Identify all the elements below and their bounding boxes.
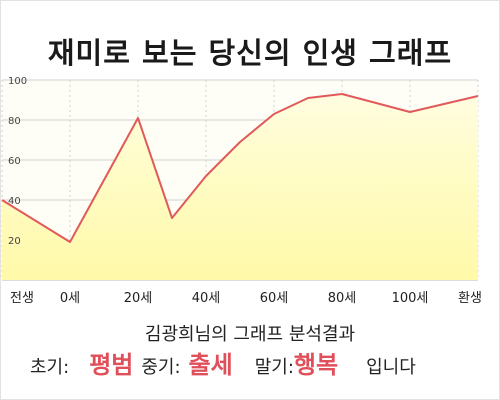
early-stage-label: 초기: bbox=[30, 357, 70, 378]
series-line bbox=[1, 93, 479, 243]
stage-summary: 초기: 평범 중기: 출세 말기: 행복 입니다 bbox=[30, 345, 480, 380]
x-tick-label: 20세 bbox=[124, 291, 153, 306]
ending-text: 입니다 bbox=[366, 357, 416, 378]
x-tick-label: 100세 bbox=[392, 291, 429, 306]
x-tick-label: 60세 bbox=[260, 291, 289, 306]
x-tick-label: 80세 bbox=[328, 291, 357, 306]
x-tick-label: 0세 bbox=[60, 291, 80, 306]
y-tick-label: 40 bbox=[8, 196, 21, 207]
page-title: 재미로 보는 당신의 인생 그래프 bbox=[47, 36, 453, 70]
early-stage-value: 평범 bbox=[89, 351, 134, 379]
y-tick-label: 60 bbox=[8, 156, 21, 167]
late-stage-value: 행복 bbox=[293, 351, 339, 379]
y-tick-label: 80 bbox=[8, 116, 21, 127]
late-stage-label: 말기: bbox=[254, 357, 294, 378]
y-tick-label: 20 bbox=[8, 236, 21, 247]
analysis-summary: 김광희님의 그래프 분석결과 bbox=[144, 324, 356, 345]
middle-stage-label: 중기: bbox=[141, 357, 181, 378]
middle-stage-value: 출세 bbox=[188, 351, 233, 379]
x-tick-label: 환생 bbox=[458, 291, 482, 306]
x-tick-label: 40세 bbox=[192, 291, 221, 306]
x-tick-label: 전생 bbox=[10, 291, 34, 306]
area-fill bbox=[2, 94, 478, 280]
y-tick-label: 100 bbox=[8, 76, 27, 87]
